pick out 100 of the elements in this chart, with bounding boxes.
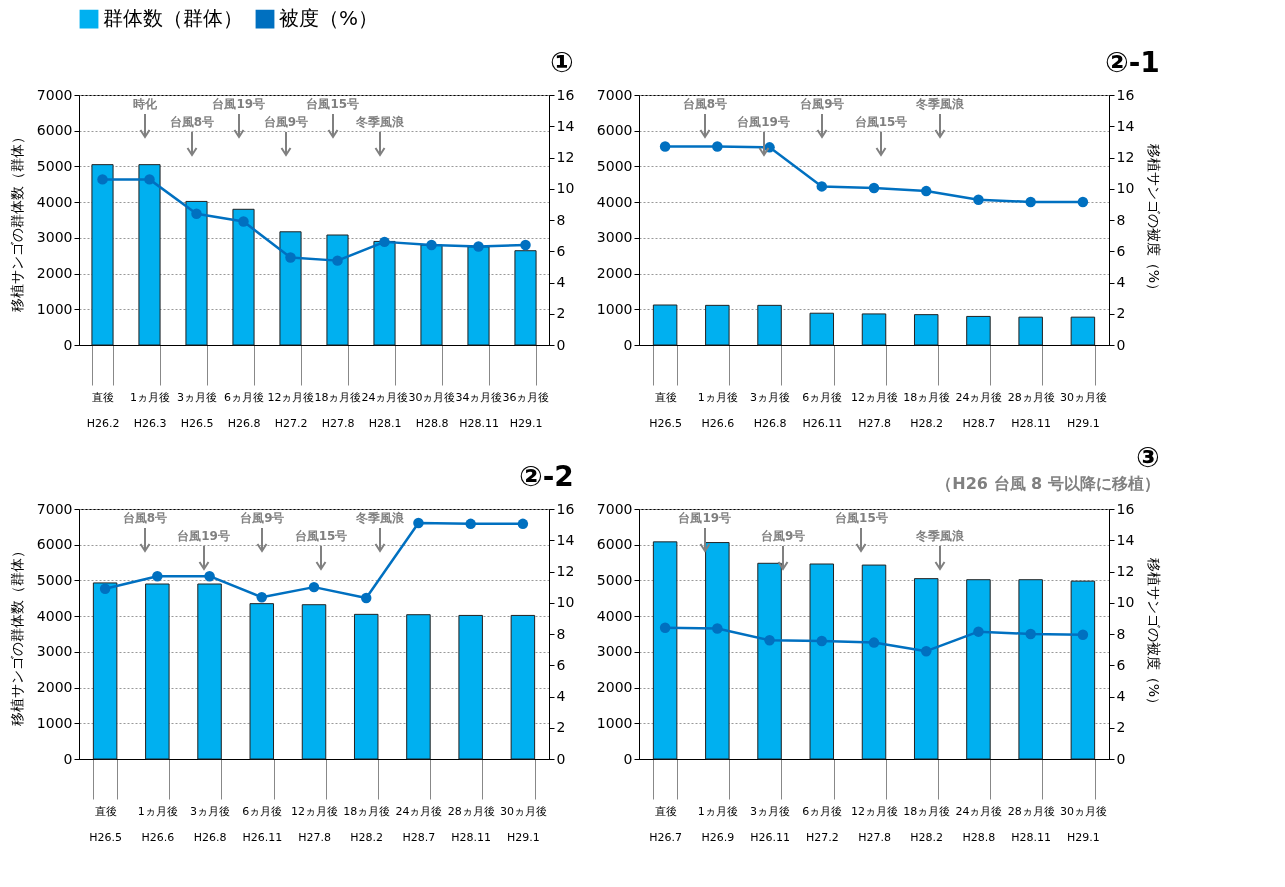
bar bbox=[652, 541, 678, 760]
bar bbox=[197, 583, 222, 760]
y2-tick-label: 14 bbox=[1116, 531, 1135, 548]
x-tick-label: 24ヵ月後 H28.7 bbox=[395, 804, 443, 844]
bar bbox=[705, 304, 730, 346]
x-tick-label: 6ヵ月後 H26.8 bbox=[224, 390, 264, 430]
y-tick-label: 1000 bbox=[596, 714, 633, 731]
bar bbox=[467, 246, 490, 346]
y2-tick-label: 4 bbox=[556, 274, 566, 290]
x-tick-label: 18ヵ月後 H27.8 bbox=[314, 390, 362, 430]
y2-tick-label: 6 bbox=[556, 656, 566, 673]
point bbox=[920, 185, 932, 197]
point bbox=[413, 517, 424, 529]
y2-axis-title: 移植サンゴの被度（%） bbox=[1146, 557, 1163, 712]
y2-tick-label: 14 bbox=[1116, 117, 1135, 134]
legend-label: 群体数（群体） bbox=[103, 6, 243, 31]
x-tick-label: 12ヵ月後 H27.2 bbox=[267, 390, 315, 430]
chart-title: ③ bbox=[1136, 441, 1160, 474]
y2-tick-label: 0 bbox=[1116, 750, 1126, 767]
chart-subtitle: （H26 台風 8 号以降に移植） bbox=[936, 474, 1160, 493]
point bbox=[99, 583, 111, 594]
bar bbox=[757, 304, 782, 346]
bar bbox=[326, 234, 349, 346]
bar bbox=[420, 244, 443, 346]
y-tick-label: 3000 bbox=[596, 229, 633, 246]
annotation: 冬季風浪 bbox=[354, 511, 405, 525]
bar bbox=[458, 614, 483, 760]
x-tick-label: 1ヵ月後 H26.6 bbox=[137, 804, 178, 844]
y2-tick-label: 16 bbox=[556, 500, 575, 517]
annotation: 台風8号 bbox=[169, 115, 214, 129]
y-tick-label: 4000 bbox=[36, 607, 73, 624]
bar bbox=[145, 583, 170, 760]
x-tick-label: 1ヵ月後 H26.6 bbox=[697, 390, 738, 430]
y-tick-label: 2000 bbox=[596, 679, 633, 696]
point bbox=[659, 622, 671, 633]
x-tick-label: 30ヵ月後 H29.1 bbox=[1059, 804, 1107, 844]
point bbox=[426, 239, 437, 251]
y2-tick-label: 8 bbox=[1116, 625, 1126, 642]
y2-tick-label: 2 bbox=[1116, 719, 1126, 736]
x-tick-label: 24ヵ月後 H28.1 bbox=[361, 390, 409, 430]
bar bbox=[966, 315, 991, 346]
x-tick-label: 30ヵ月後 H28.8 bbox=[408, 390, 456, 430]
x-tick-label: 12ヵ月後 H27.8 bbox=[851, 390, 898, 430]
y2-tick-label: 6 bbox=[1116, 242, 1126, 259]
x-tick-label: 28ヵ月後 H28.11 bbox=[1007, 804, 1055, 844]
point bbox=[332, 255, 343, 266]
bar bbox=[861, 564, 887, 760]
point bbox=[1077, 629, 1089, 641]
point bbox=[1077, 196, 1089, 208]
y2-tick-label: 0 bbox=[1116, 336, 1126, 353]
y-tick-label: 6000 bbox=[36, 122, 73, 139]
x-tick-label: 3ヵ月後 H26.11 bbox=[750, 804, 791, 844]
point bbox=[712, 141, 723, 152]
bar bbox=[373, 240, 396, 346]
annotation: 台風15号 bbox=[835, 511, 888, 525]
chart-title: ②-2 bbox=[519, 460, 574, 493]
x-tick-label: 30ヵ月後 H29.1 bbox=[499, 804, 547, 844]
point bbox=[868, 182, 880, 194]
annotation: 台風9号 bbox=[240, 511, 285, 525]
x-tick-label: 12ヵ月後 H27.8 bbox=[851, 804, 898, 844]
x-tick-label: 28ヵ月後 H28.11 bbox=[447, 804, 495, 844]
y-tick-label: 4000 bbox=[596, 193, 633, 210]
annotation: 台風19号 bbox=[212, 97, 266, 111]
x-tick-label: 34ヵ月後 H28.11 bbox=[455, 390, 503, 430]
y2-tick-label: 10 bbox=[556, 594, 575, 611]
bar bbox=[913, 314, 939, 346]
bar bbox=[514, 250, 537, 346]
y2-tick-label: 12 bbox=[1116, 149, 1135, 165]
point bbox=[308, 581, 320, 593]
y2-axis-title: 移植サンゴの被度（%） bbox=[1146, 143, 1163, 298]
bar bbox=[249, 603, 275, 760]
x-tick-label: 18ヵ月後 H28.2 bbox=[343, 804, 391, 844]
bar bbox=[406, 614, 431, 760]
x-tick-label: 6ヵ月後 H27.2 bbox=[802, 804, 843, 844]
point bbox=[973, 626, 984, 637]
point bbox=[97, 174, 108, 185]
x-tick-label: 1ヵ月後 H26.3 bbox=[130, 390, 170, 430]
x-tick-label: 6ヵ月後 H26.11 bbox=[802, 390, 843, 430]
y-tick-label: 0 bbox=[623, 336, 633, 353]
y-tick-label: 7000 bbox=[596, 86, 633, 103]
annotation: 台風15号 bbox=[854, 115, 908, 129]
point bbox=[1025, 628, 1036, 640]
point bbox=[973, 194, 984, 205]
point bbox=[473, 241, 484, 252]
point bbox=[1025, 196, 1036, 208]
y2-tick-label: 10 bbox=[1116, 594, 1135, 611]
bar bbox=[757, 562, 782, 760]
y2-tick-label: 16 bbox=[1116, 86, 1135, 103]
y-tick-label: 2000 bbox=[596, 265, 633, 282]
y-tick-label: 5000 bbox=[596, 157, 633, 174]
bar bbox=[232, 208, 255, 346]
y-tick-label: 2000 bbox=[36, 265, 73, 282]
y-tick-label: 3000 bbox=[596, 643, 633, 660]
y2-tick-label: 12 bbox=[1116, 563, 1135, 579]
y-axis-title: 移植サンゴの群体数（群体） bbox=[8, 543, 25, 726]
y2-tick-label: 4 bbox=[1116, 274, 1126, 290]
y2-tick-label: 8 bbox=[556, 211, 566, 228]
y-tick-label: 7000 bbox=[36, 500, 73, 517]
y2-tick-label: 2 bbox=[556, 719, 566, 736]
y2-tick-label: 6 bbox=[1116, 656, 1126, 673]
